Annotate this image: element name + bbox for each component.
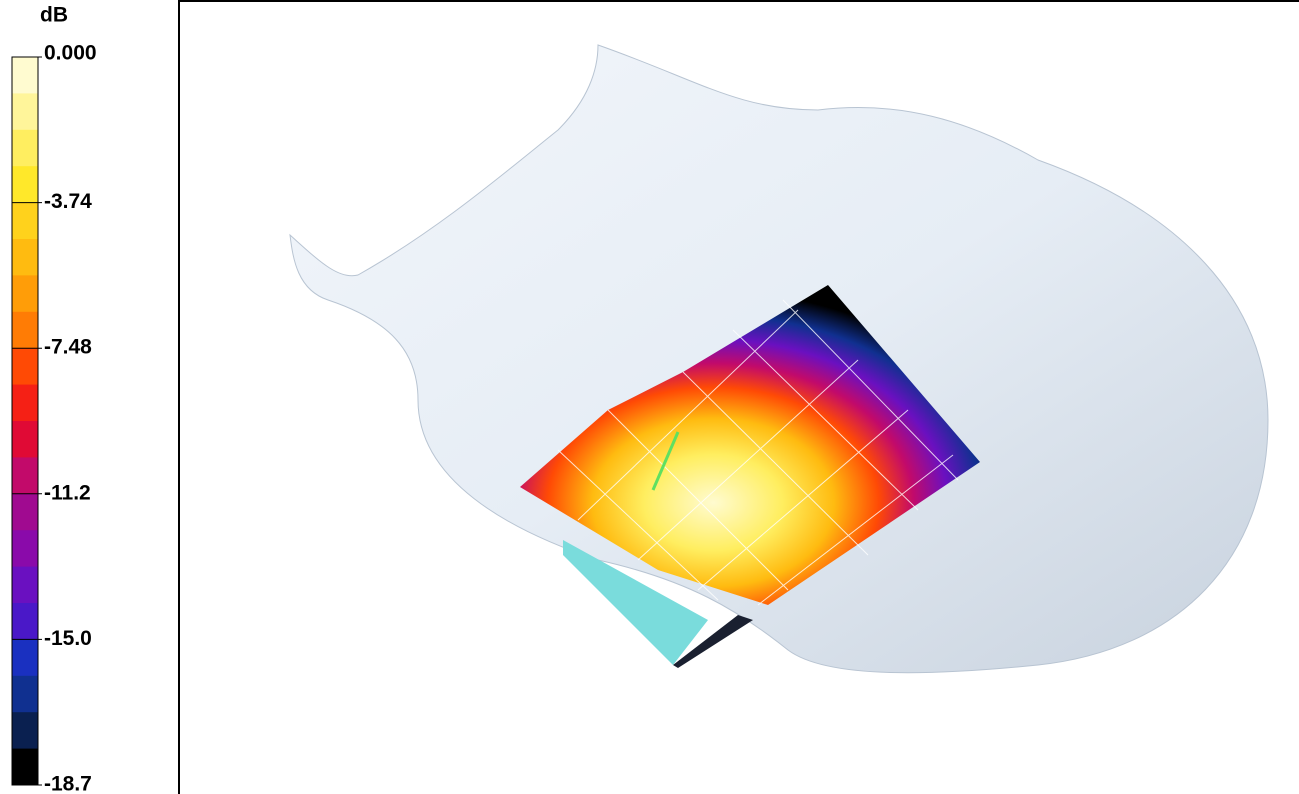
color-band (12, 311, 38, 349)
colorbar: dB 0.000 -3.74 -7.48 -11.2 -15.0 -18.7 (11, 4, 97, 794)
color-band (12, 202, 38, 240)
tick-label: 0.000 (44, 42, 97, 65)
color-band (12, 421, 38, 458)
colorbar-unit: dB (40, 4, 68, 27)
color-band (12, 675, 38, 713)
heatmap-grid (557, 299, 959, 606)
color-band (12, 530, 38, 568)
color-band (12, 348, 38, 386)
color-band (12, 239, 38, 276)
sar-heatmap (520, 285, 980, 605)
tick-label: -18.7 (44, 773, 92, 794)
phantom-block (563, 540, 708, 665)
tick-label: -7.48 (44, 336, 92, 359)
color-band (12, 275, 38, 313)
phantom-edge (673, 615, 753, 668)
color-band (12, 457, 38, 495)
color-band (12, 493, 38, 531)
probe-axis (651, 431, 680, 491)
color-band (12, 566, 38, 604)
color-band (12, 93, 38, 131)
color-band (12, 712, 38, 750)
color-band (12, 748, 38, 786)
color-band (12, 384, 38, 422)
color-band (12, 57, 38, 94)
color-band (12, 603, 38, 640)
3d-view (178, 0, 1299, 794)
tick-label: -11.2 (44, 481, 91, 504)
color-band (12, 166, 38, 204)
color-band (12, 129, 38, 167)
color-band (12, 639, 38, 677)
tick-label: -15.0 (44, 627, 92, 650)
tick-label: -3.74 (44, 190, 92, 213)
